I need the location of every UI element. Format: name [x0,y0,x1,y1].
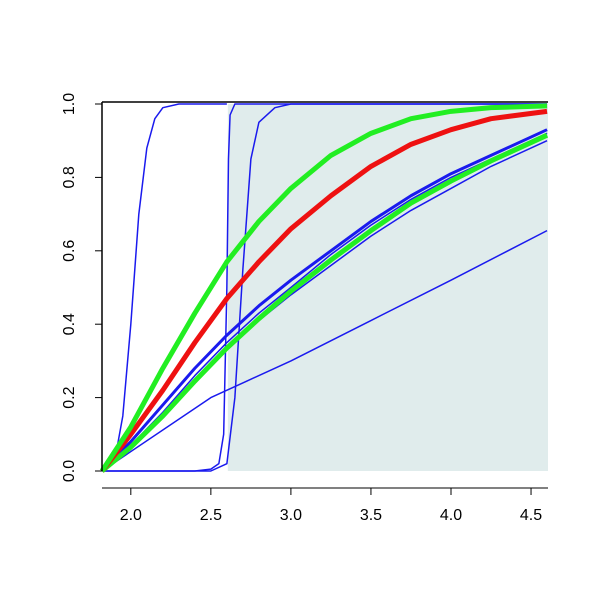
x-tick-label: 3.5 [360,507,382,524]
series-line [100,132,549,473]
y-tick-label: 0.0 [61,460,78,482]
y-tick-label: 0.4 [61,313,78,335]
series-line [101,103,227,472]
series-line [102,103,548,472]
x-tick-label: 3.0 [280,507,302,524]
x-tick-label: 4.0 [440,507,462,524]
x-tick-label: 4.5 [520,507,542,524]
series-line [101,229,548,472]
series-line [100,128,548,473]
y-tick-label: 0.6 [61,240,78,262]
series-line [100,108,548,473]
series-line [99,103,548,473]
y-tick-label: 0.8 [61,166,78,188]
y-tick-label: 0.2 [61,386,78,408]
x-tick-label: 2.0 [120,507,142,524]
x-tick-label: 2.5 [200,507,222,524]
y-tick-label: 1.0 [61,93,78,115]
series-line [102,103,548,472]
